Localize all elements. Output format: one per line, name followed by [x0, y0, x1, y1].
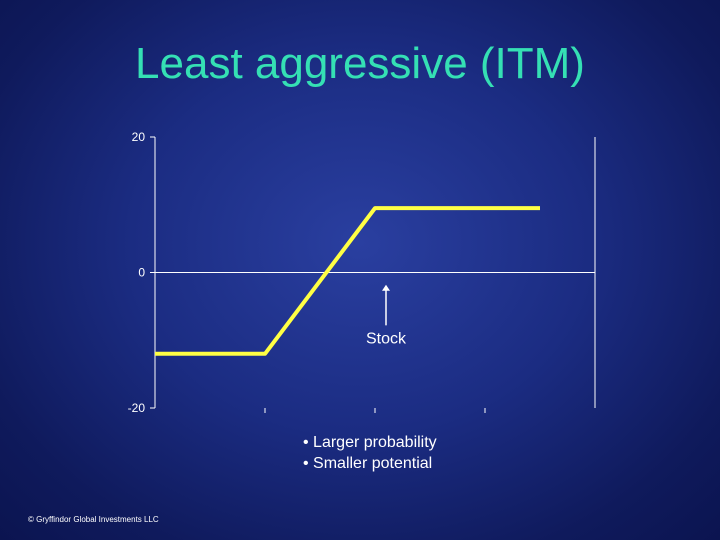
slide-title: Least aggressive (ITM): [135, 39, 585, 88]
bullet-item: • Smaller potential: [303, 455, 433, 472]
y-tick-label: 0: [138, 266, 145, 280]
bullet-item: • Larger probability: [303, 434, 437, 451]
y-tick-label: 20: [132, 130, 146, 144]
annotation-arrow-head: [382, 284, 390, 291]
annotation-label: Stock: [366, 330, 407, 347]
bullet-list: • Larger probability • Smaller potential: [303, 432, 437, 474]
y-tick-label: -20: [128, 401, 146, 415]
copyright-footer: © Gryffindor Global Investments LLC: [28, 515, 159, 524]
payoff-line: [155, 206, 540, 356]
